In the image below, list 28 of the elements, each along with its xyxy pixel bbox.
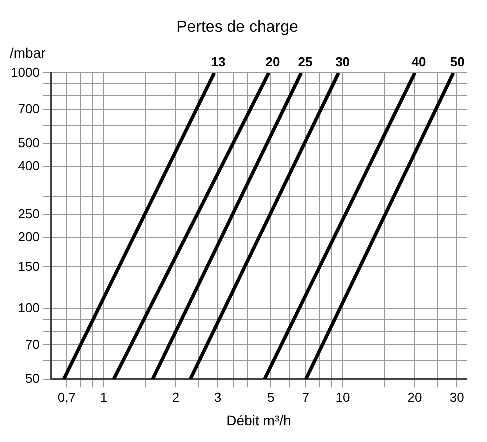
y-tick-label: 500 [18,136,40,151]
chart-title: Pertes de charge [176,19,299,36]
x-tick-label: 10 [336,390,350,405]
x-tick-label: 0,7 [58,390,76,405]
x-axis-title: Débit m³/h [226,412,292,428]
series-label: 50 [450,54,465,70]
y-tick-label: 50 [25,371,40,386]
x-tick-label: 1 [100,390,108,405]
series-label: 40 [412,54,426,70]
x-tick-label: 20 [408,390,422,405]
y-tick-label: 200 [18,229,40,244]
y-tick-label: 700 [18,101,40,116]
series-label: 25 [298,54,313,70]
y-axis-title: /mbar [10,45,46,62]
x-tick-label: 2 [172,390,180,405]
y-tick-label: 70 [25,336,40,352]
x-tick-label: 3 [214,390,222,405]
series-label: 13 [211,54,226,70]
y-tick-label: 400 [18,158,40,174]
y-tick-label: 100 [18,300,40,316]
y-tick-label: 150 [18,258,40,274]
series-label: 20 [266,54,280,70]
y-tick-label: 1000 [11,64,40,80]
x-tick-label: 5 [267,390,275,405]
x-tick-label: 7 [302,390,310,405]
series-label: 30 [336,54,350,70]
y-tick-label: 250 [18,206,40,222]
x-tick-label: 30 [450,390,464,405]
